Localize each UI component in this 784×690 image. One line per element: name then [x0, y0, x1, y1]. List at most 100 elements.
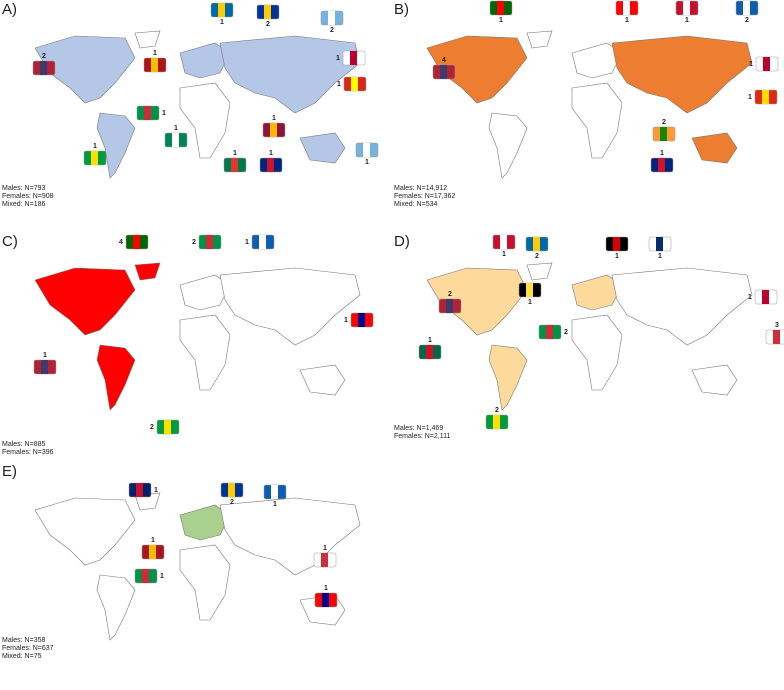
country-region: [179, 544, 231, 621]
flag-count: 3: [775, 322, 779, 329]
flag-detail: [773, 330, 780, 344]
flag-count: 4: [442, 57, 446, 64]
sample-size: Males: N=885: [2, 441, 45, 448]
flag-detail: [136, 483, 143, 497]
flag-count: 1: [151, 537, 155, 544]
flag-count: 2: [330, 27, 334, 34]
flag-detail: [658, 158, 665, 172]
country-region: [34, 267, 136, 336]
country-region: [34, 497, 136, 566]
flag-count: 2: [150, 424, 154, 431]
flag-count: 2: [448, 291, 452, 298]
flag-count: 1: [323, 545, 327, 552]
country-region: [34, 35, 136, 104]
flag-detail: [426, 345, 433, 359]
flag-count: 2: [662, 119, 666, 126]
flag-count: 2: [564, 329, 568, 336]
flag-detail: [683, 1, 690, 15]
country-region: [134, 30, 161, 49]
sample-size: Males: N=1,469: [394, 425, 443, 432]
flag-count: 1: [660, 150, 664, 157]
world-map: [34, 262, 361, 411]
panel-label: D): [394, 233, 410, 250]
flag-detail: [149, 545, 156, 559]
flag-detail: [660, 127, 667, 141]
flag-count: 1: [337, 81, 341, 88]
country-region: [691, 364, 738, 396]
flag-count: 1: [615, 253, 619, 260]
flag-detail: [762, 90, 769, 104]
sample-size: Mixed: N=534: [394, 201, 437, 208]
flag-count: 1: [269, 150, 273, 157]
flag-detail: [267, 158, 274, 172]
country-region: [611, 267, 753, 346]
country-region: [179, 82, 231, 159]
flag-detail: [264, 5, 271, 19]
flag-count: 2: [745, 17, 749, 24]
flag-detail: [231, 158, 238, 172]
flag-count: 1: [344, 317, 348, 324]
flag-detail: [270, 123, 277, 137]
flag-count: 1: [220, 19, 224, 26]
country-region: [526, 30, 553, 49]
flag-count: 1: [748, 294, 752, 301]
flag-detail: [656, 237, 663, 251]
flag-count: 1: [658, 253, 662, 260]
panel-label: E): [2, 463, 17, 480]
country-region: [426, 35, 528, 104]
country-region: [488, 112, 528, 179]
flag-detail: [133, 235, 140, 249]
flag-count: 2: [192, 239, 196, 246]
sample-size: Females: N=396: [2, 449, 54, 456]
flag-detail: [151, 58, 158, 72]
flag-detail: [533, 237, 540, 251]
sample-size: Females: N=17,362: [394, 193, 455, 200]
flag-detail: [259, 235, 266, 249]
flag-count: 1: [93, 143, 97, 150]
flag-detail: [446, 299, 453, 313]
flag-detail: [142, 569, 149, 583]
flag-count: 4: [119, 239, 123, 246]
country-region: [571, 42, 623, 79]
country-region: [691, 132, 738, 164]
flag-detail: [500, 235, 507, 249]
country-region: [526, 262, 553, 281]
flag-count: 1: [749, 61, 753, 68]
flag-detail: [206, 235, 213, 249]
flag-detail: [218, 3, 225, 17]
flag-detail: [351, 77, 358, 91]
panel-label: A): [2, 1, 17, 18]
sample-size: Mixed: N=186: [2, 201, 45, 208]
country-region: [179, 504, 231, 541]
country-region: [179, 314, 231, 391]
world-map: [34, 492, 361, 641]
flag-detail: [271, 485, 278, 499]
flag-count: 1: [174, 125, 178, 132]
world-map: [34, 30, 361, 179]
sample-size: Males: N=14,912: [394, 185, 447, 192]
flag-detail: [613, 237, 620, 251]
country-region: [571, 82, 623, 159]
flag-detail: [762, 290, 769, 304]
sample-size: Females: N=908: [2, 193, 54, 200]
country-region: [179, 42, 231, 79]
flag-count: 1: [160, 573, 164, 580]
flag-count: 1: [428, 337, 432, 344]
flag-detail: [526, 283, 533, 297]
flag-count: 1: [43, 352, 47, 359]
flag-count: 1: [528, 299, 532, 306]
flag-count: 1: [162, 110, 166, 117]
flag-count: 1: [685, 17, 689, 24]
flag-count: 2: [230, 499, 234, 506]
country-region: [219, 267, 361, 346]
flag-detail: [172, 133, 179, 147]
flag-detail: [763, 57, 770, 71]
flag-count: 1: [336, 55, 340, 62]
flag-detail: [40, 61, 47, 75]
flag-count: 1: [499, 17, 503, 24]
country-region: [96, 344, 136, 411]
country-region: [571, 274, 623, 311]
